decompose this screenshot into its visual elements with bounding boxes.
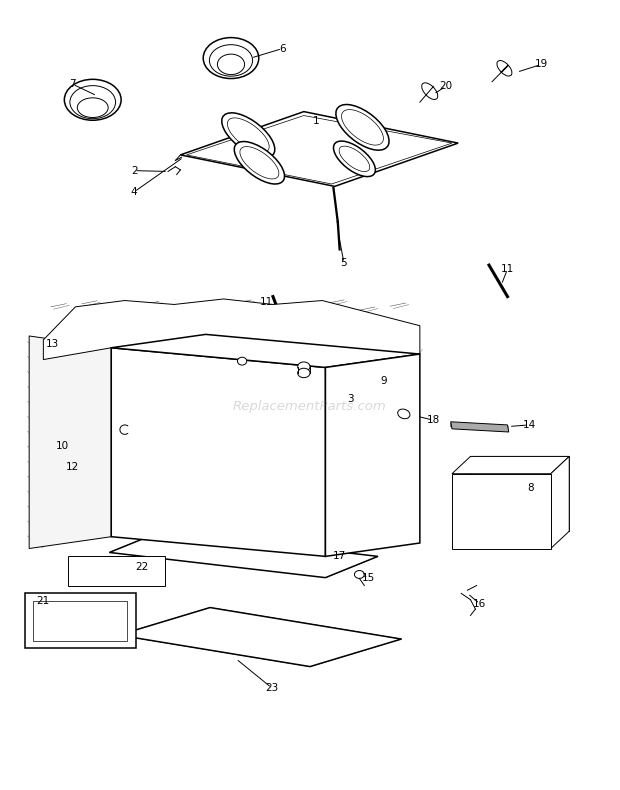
Text: 20: 20: [439, 81, 453, 92]
Ellipse shape: [237, 357, 247, 365]
Text: 14: 14: [523, 420, 536, 430]
Text: 9: 9: [381, 376, 388, 386]
Polygon shape: [29, 336, 111, 548]
Polygon shape: [111, 348, 326, 556]
Text: 8: 8: [528, 483, 534, 493]
Text: 2: 2: [131, 166, 138, 175]
Text: 12: 12: [66, 462, 79, 472]
Text: 17: 17: [333, 551, 346, 562]
Text: 11: 11: [501, 264, 514, 274]
Text: 4: 4: [131, 187, 138, 197]
Text: 18: 18: [427, 416, 440, 425]
Ellipse shape: [298, 362, 310, 371]
Ellipse shape: [298, 368, 310, 378]
Text: 22: 22: [136, 562, 149, 572]
Polygon shape: [451, 422, 509, 432]
Polygon shape: [551, 457, 569, 548]
Text: ReplacementParts.com: ReplacementParts.com: [233, 401, 387, 413]
Polygon shape: [180, 111, 458, 186]
Polygon shape: [43, 299, 420, 367]
Text: 23: 23: [265, 683, 278, 693]
Polygon shape: [452, 457, 569, 474]
Ellipse shape: [334, 141, 375, 177]
Polygon shape: [326, 354, 420, 556]
Polygon shape: [109, 531, 378, 577]
Text: 16: 16: [473, 599, 486, 608]
Polygon shape: [111, 334, 420, 367]
Text: 13: 13: [45, 339, 59, 349]
Text: 3: 3: [347, 394, 353, 404]
Text: 11: 11: [260, 297, 273, 307]
Polygon shape: [452, 474, 551, 548]
Ellipse shape: [234, 141, 285, 184]
Polygon shape: [471, 457, 569, 531]
Text: 15: 15: [362, 573, 375, 583]
Text: 21: 21: [37, 596, 50, 606]
Text: 19: 19: [535, 59, 548, 70]
Text: 6: 6: [279, 43, 286, 54]
Ellipse shape: [336, 104, 389, 150]
Text: 7: 7: [69, 79, 76, 89]
Polygon shape: [25, 593, 136, 649]
Text: 10: 10: [55, 441, 68, 451]
Ellipse shape: [355, 570, 365, 578]
Ellipse shape: [222, 113, 275, 158]
Polygon shape: [118, 608, 401, 667]
Text: 1: 1: [313, 116, 319, 126]
Ellipse shape: [397, 409, 410, 419]
Polygon shape: [68, 555, 165, 585]
Text: 5: 5: [340, 258, 347, 268]
